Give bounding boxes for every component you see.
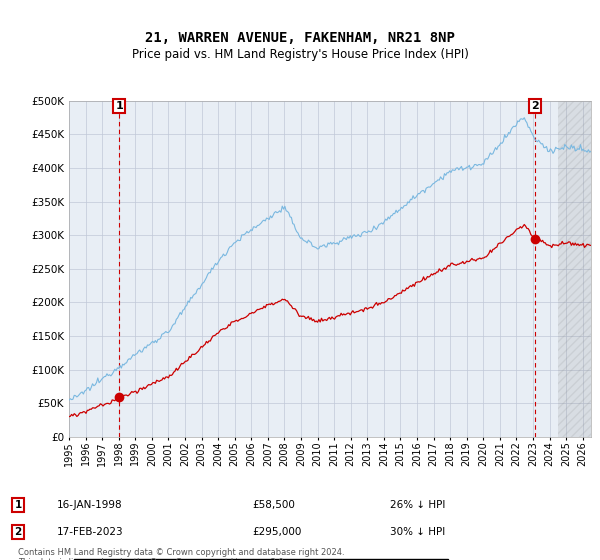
Text: £58,500: £58,500 (252, 500, 295, 510)
Text: 1: 1 (116, 101, 123, 111)
Text: 1: 1 (14, 500, 22, 510)
Text: 17-FEB-2023: 17-FEB-2023 (57, 527, 124, 537)
Text: 21, WARREN AVENUE, FAKENHAM, NR21 8NP: 21, WARREN AVENUE, FAKENHAM, NR21 8NP (145, 31, 455, 45)
Bar (558, 101, 591, 437)
Text: £295,000: £295,000 (252, 527, 301, 537)
Text: 2: 2 (531, 101, 539, 111)
Text: 26% ↓ HPI: 26% ↓ HPI (390, 500, 445, 510)
Text: 30% ↓ HPI: 30% ↓ HPI (390, 527, 445, 537)
Text: Contains HM Land Registry data © Crown copyright and database right 2024.
This d: Contains HM Land Registry data © Crown c… (18, 548, 344, 560)
Text: 16-JAN-1998: 16-JAN-1998 (57, 500, 122, 510)
Text: 2: 2 (14, 527, 22, 537)
Text: Price paid vs. HM Land Registry's House Price Index (HPI): Price paid vs. HM Land Registry's House … (131, 48, 469, 60)
Legend: 21, WARREN AVENUE, FAKENHAM, NR21 8NP (detached house), HPI: Average price, deta: 21, WARREN AVENUE, FAKENHAM, NR21 8NP (d… (74, 558, 448, 560)
